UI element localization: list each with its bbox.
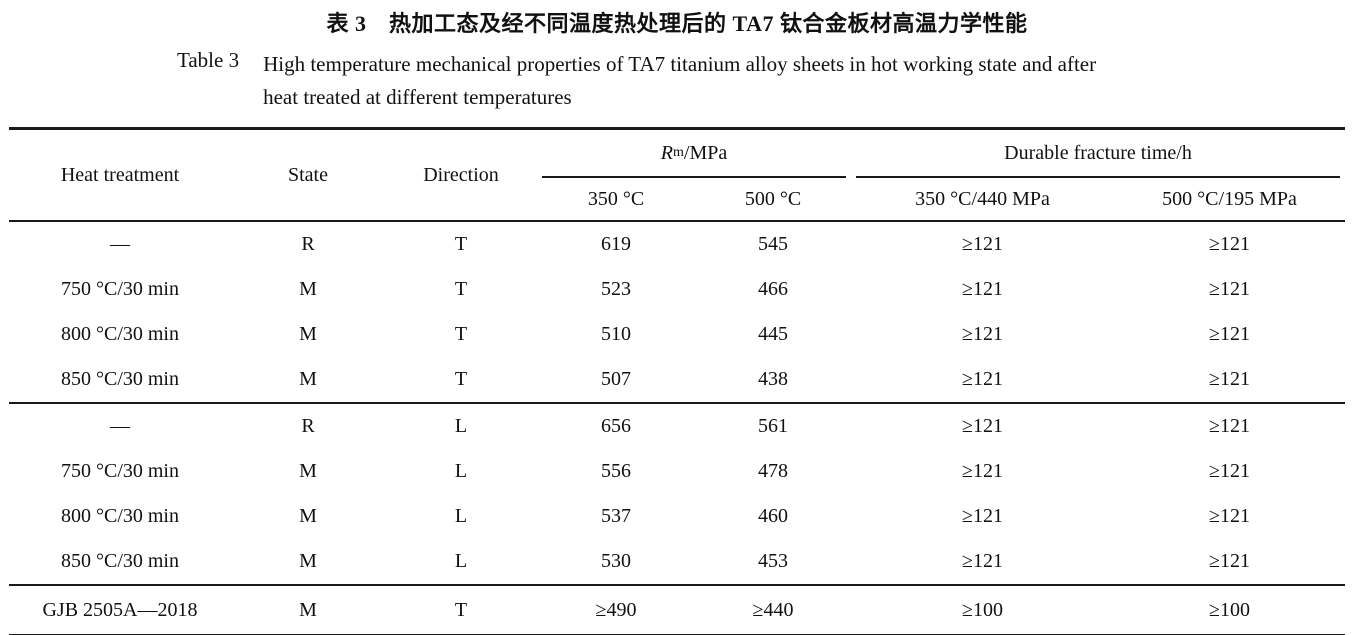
cell-state: M bbox=[299, 550, 317, 572]
cell-durable-350: ≥121 bbox=[962, 368, 1003, 390]
cell-heat-treatment: 750 °C/30 min bbox=[60, 460, 179, 482]
cell-heat-treatment: 850 °C/30 min bbox=[60, 368, 179, 390]
cell-durable-500: ≥121 bbox=[1209, 323, 1250, 345]
cell-durable-350: ≥121 bbox=[962, 415, 1003, 437]
cell-durable-350: ≥121 bbox=[962, 278, 1003, 300]
header-row-subcolumns: 350 °C 500 °C 350 °C/440 MPa 500 °C/195 … bbox=[9, 178, 1345, 221]
cell-direction: L bbox=[454, 415, 468, 437]
cell-direction: T bbox=[454, 323, 468, 345]
cell-durable-500: ≥100 bbox=[1209, 598, 1250, 621]
cell-rm-350: 507 bbox=[601, 368, 631, 390]
cell-state: R bbox=[301, 415, 315, 437]
cell-rm-500: 438 bbox=[758, 368, 788, 390]
cell-durable-350: ≥121 bbox=[962, 323, 1003, 345]
table-row: — R T 619 545 ≥121 ≥121 bbox=[9, 221, 1345, 267]
cell-direction: T bbox=[454, 598, 468, 621]
cell-durable-350: ≥121 bbox=[962, 550, 1003, 572]
durable-fracture-label: Durable fracture time/h bbox=[856, 130, 1341, 178]
cell-heat-treatment: 750 °C/30 min bbox=[60, 278, 179, 300]
cell-state: M bbox=[299, 323, 317, 345]
cell-rm-500: 545 bbox=[758, 233, 788, 255]
cell-durable-500: ≥121 bbox=[1209, 505, 1250, 527]
table-row-standard: GJB 2505A—2018 M T ≥490 ≥440 ≥100 ≥100 bbox=[9, 585, 1345, 635]
cell-state: M bbox=[299, 505, 317, 527]
cell-state: M bbox=[299, 278, 317, 300]
cell-direction: T bbox=[454, 368, 468, 390]
subcol-rm-350: 350 °C bbox=[587, 187, 645, 210]
cell-durable-500: ≥121 bbox=[1209, 415, 1250, 437]
cell-state: M bbox=[299, 368, 317, 390]
cell-rm-350: 619 bbox=[601, 233, 631, 255]
caption-line-1: High temperature mechanical properties o… bbox=[263, 52, 1097, 76]
table-row: — R L 656 561 ≥121 ≥121 bbox=[9, 403, 1345, 449]
cell-rm-500: 445 bbox=[758, 323, 788, 345]
subcol-durable-350-440: 350 °C/440 MPa bbox=[915, 187, 1050, 210]
subcol-durable-500-195: 500 °C/195 MPa bbox=[1162, 187, 1297, 210]
cell-durable-350: ≥121 bbox=[962, 460, 1003, 482]
cell-direction: T bbox=[454, 233, 468, 255]
cell-direction: L bbox=[454, 460, 468, 482]
table-section-transverse: — R T 619 545 ≥121 ≥121 750 °C/30 min M … bbox=[9, 221, 1346, 403]
table-caption-english: Table 3 High temperature mechanical prop… bbox=[177, 48, 1345, 114]
cell-durable-500: ≥121 bbox=[1209, 233, 1250, 255]
cell-rm-500: 561 bbox=[758, 415, 788, 437]
table-section-longitudinal: — R L 656 561 ≥121 ≥121 750 °C/30 min M … bbox=[9, 403, 1346, 585]
rm-unit: /MPa bbox=[683, 141, 728, 164]
table-section-standard-requirement: GJB 2505A—2018 M T ≥490 ≥440 ≥100 ≥100 bbox=[9, 585, 1346, 635]
cell-rm-350: 556 bbox=[601, 460, 631, 482]
cell-durable-500: ≥121 bbox=[1209, 368, 1250, 390]
cell-standard-designation: GJB 2505A—2018 bbox=[42, 598, 198, 621]
cell-durable-500: ≥121 bbox=[1209, 550, 1250, 572]
cell-rm-500: 466 bbox=[758, 278, 788, 300]
cell-heat-treatment: 850 °C/30 min bbox=[60, 550, 179, 572]
rm-symbol: R bbox=[660, 141, 673, 164]
cell-rm-350: 656 bbox=[601, 415, 631, 437]
cell-durable-350: ≥100 bbox=[962, 598, 1003, 621]
table-row: 750 °C/30 min M T 523 466 ≥121 ≥121 bbox=[9, 267, 1345, 312]
col-header-direction: Direction bbox=[423, 163, 499, 186]
table-row: 750 °C/30 min M L 556 478 ≥121 ≥121 bbox=[9, 449, 1345, 494]
table-row: 850 °C/30 min M T 507 438 ≥121 ≥121 bbox=[9, 357, 1345, 403]
cell-durable-500: ≥121 bbox=[1209, 278, 1250, 300]
table-row: 850 °C/30 min M L 530 453 ≥121 ≥121 bbox=[9, 539, 1345, 585]
cell-state: R bbox=[301, 233, 315, 255]
cell-rm-350: 510 bbox=[601, 323, 631, 345]
table-number-label: Table 3 bbox=[177, 48, 240, 72]
table-caption-text: High temperature mechanical properties o… bbox=[263, 48, 1096, 114]
subcol-rm-500: 500 °C bbox=[744, 187, 802, 210]
col-header-state: State bbox=[288, 163, 328, 186]
cell-rm-500: ≥440 bbox=[752, 598, 794, 621]
cell-rm-350: 537 bbox=[601, 505, 631, 527]
cell-rm-350: 530 bbox=[601, 550, 631, 572]
cell-durable-350: ≥121 bbox=[962, 233, 1003, 255]
col-group-durable-fracture-time: Durable fracture time/h bbox=[851, 129, 1345, 178]
cell-durable-350: ≥121 bbox=[962, 505, 1003, 527]
table-row: 800 °C/30 min M T 510 445 ≥121 ≥121 bbox=[9, 312, 1345, 357]
table-title-chinese: 表 3 热加工态及经不同温度热处理后的 TA7 钛合金板材高温力学性能 bbox=[326, 11, 1028, 36]
cell-heat-treatment: 800 °C/30 min bbox=[60, 505, 179, 527]
cell-state: M bbox=[299, 460, 317, 482]
cell-direction: L bbox=[454, 550, 468, 572]
cell-rm-350: ≥490 bbox=[595, 598, 637, 621]
cell-durable-500: ≥121 bbox=[1209, 460, 1250, 482]
col-header-heat-treatment: Heat treatment bbox=[60, 163, 180, 186]
cell-heat-treatment: 800 °C/30 min bbox=[60, 323, 179, 345]
table-row: 800 °C/30 min M L 537 460 ≥121 ≥121 bbox=[9, 494, 1345, 539]
cell-heat-treatment: — bbox=[110, 233, 130, 255]
cell-rm-500: 453 bbox=[758, 550, 788, 572]
cell-direction: T bbox=[454, 278, 468, 300]
cell-rm-500: 460 bbox=[758, 505, 788, 527]
cell-rm-500: 478 bbox=[758, 460, 788, 482]
cell-state: M bbox=[299, 598, 317, 621]
cell-heat-treatment: — bbox=[110, 415, 130, 437]
cell-rm-350: 523 bbox=[601, 278, 631, 300]
caption-line-2: heat treated at different temperatures bbox=[263, 85, 572, 109]
cell-direction: L bbox=[454, 505, 468, 527]
